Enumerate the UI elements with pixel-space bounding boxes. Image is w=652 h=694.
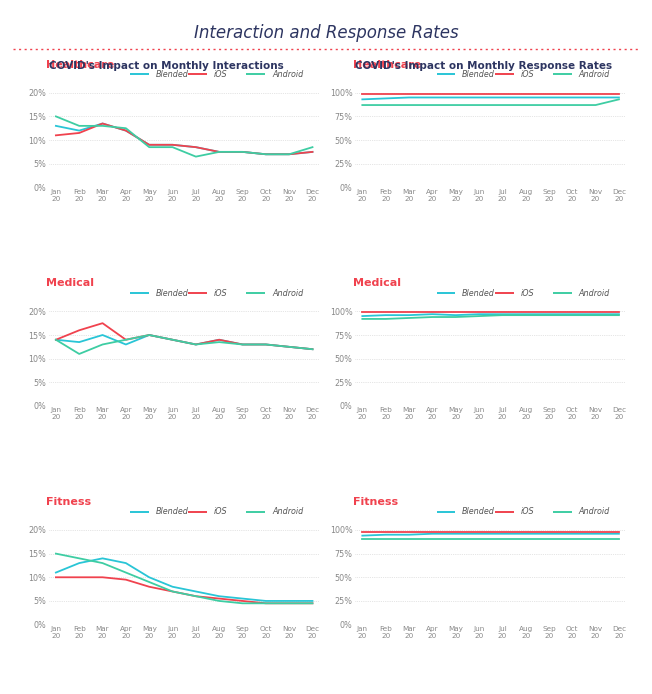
Text: iOS: iOS — [520, 507, 534, 516]
Text: Android: Android — [578, 507, 610, 516]
Text: Fitness: Fitness — [46, 497, 91, 507]
Text: Android: Android — [578, 289, 610, 298]
Text: Medical: Medical — [353, 278, 400, 289]
Text: iOS: iOS — [520, 70, 534, 79]
Text: Blended: Blended — [462, 507, 495, 516]
Text: Blended: Blended — [462, 70, 495, 79]
Text: COVID's Impact on Monthly Response Rates: COVID's Impact on Monthly Response Rates — [355, 61, 612, 71]
Text: iOS: iOS — [520, 289, 534, 298]
Text: Blended: Blended — [462, 289, 495, 298]
Text: Blended: Blended — [156, 507, 188, 516]
Text: Android: Android — [272, 507, 303, 516]
Text: Healthcare: Healthcare — [353, 60, 421, 70]
Text: COVID's Impact on Monthly Interactions: COVID's Impact on Monthly Interactions — [49, 61, 284, 71]
Text: iOS: iOS — [214, 289, 228, 298]
Text: iOS: iOS — [214, 507, 228, 516]
Text: iOS: iOS — [214, 70, 228, 79]
Text: Android: Android — [272, 70, 303, 79]
Text: Interaction and Response Rates: Interaction and Response Rates — [194, 24, 458, 42]
Text: Healthcare: Healthcare — [46, 60, 115, 70]
Text: Fitness: Fitness — [353, 497, 398, 507]
Text: Android: Android — [272, 289, 303, 298]
Text: Medical: Medical — [46, 278, 94, 289]
Text: Blended: Blended — [156, 70, 188, 79]
Text: Android: Android — [578, 70, 610, 79]
Text: Blended: Blended — [156, 289, 188, 298]
